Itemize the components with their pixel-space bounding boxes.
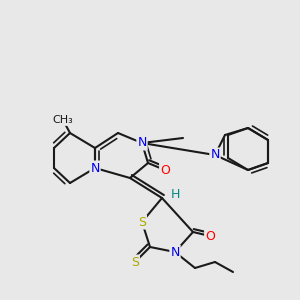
Text: O: O	[205, 230, 215, 242]
Text: H: H	[170, 188, 180, 202]
Text: S: S	[138, 215, 146, 229]
Text: N: N	[210, 148, 220, 161]
Text: O: O	[160, 164, 170, 176]
Text: N: N	[170, 245, 180, 259]
Text: S: S	[131, 256, 139, 268]
Text: N: N	[90, 161, 100, 175]
Text: N: N	[137, 136, 147, 149]
Text: CH₃: CH₃	[52, 115, 74, 125]
